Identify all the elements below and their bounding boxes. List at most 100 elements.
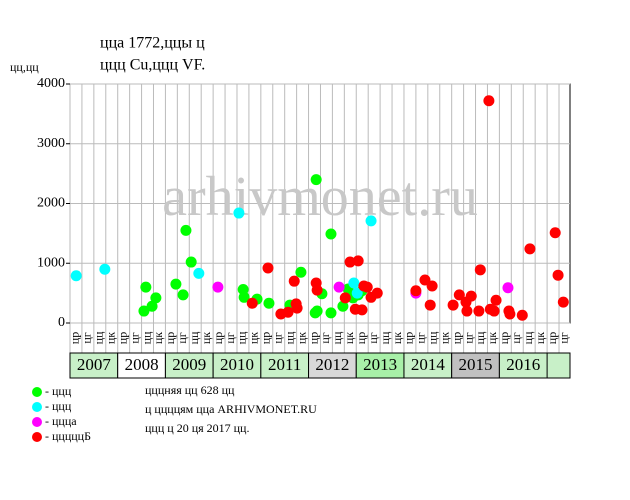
point bbox=[185, 256, 197, 268]
point bbox=[288, 275, 300, 287]
point bbox=[453, 289, 465, 301]
quarter-label: цк bbox=[533, 332, 547, 344]
note: ццц ц 20 ця 2017 цц. bbox=[145, 421, 249, 435]
point bbox=[351, 287, 363, 299]
y-tick-label: 4000 bbox=[37, 76, 65, 91]
point bbox=[295, 266, 307, 278]
quarter-label: цг bbox=[80, 332, 94, 343]
quarter-label: цк bbox=[199, 332, 213, 344]
note: ц ццццям цца ARHIVMONET.RU bbox=[145, 402, 317, 416]
quarter-label: цг bbox=[223, 332, 237, 343]
point bbox=[311, 284, 323, 296]
quarter-label: цк bbox=[247, 332, 261, 344]
point bbox=[146, 300, 158, 312]
year-box bbox=[164, 352, 214, 379]
point bbox=[138, 305, 150, 317]
point bbox=[238, 291, 250, 303]
year-label: 2010 bbox=[220, 355, 254, 374]
point bbox=[263, 297, 275, 309]
legend-label: - цццццБ bbox=[45, 429, 91, 443]
year-box bbox=[69, 352, 119, 379]
quarter-label: цр bbox=[68, 332, 82, 344]
legend-marker bbox=[32, 432, 42, 442]
point bbox=[193, 267, 205, 279]
quarter-label: цг bbox=[175, 332, 189, 343]
quarter-label: цг bbox=[557, 332, 571, 343]
year-label: 2015 bbox=[459, 355, 493, 374]
point bbox=[473, 305, 485, 317]
quarter-label: цг bbox=[414, 332, 428, 343]
legend-marker bbox=[32, 417, 42, 427]
quarter-label: цг bbox=[461, 332, 475, 343]
quarter-label: цг bbox=[509, 332, 523, 343]
point bbox=[557, 296, 569, 308]
point bbox=[344, 256, 356, 268]
quarter-label: цк bbox=[437, 332, 451, 344]
chart-subtitle: ццц Cu,ццц VF. bbox=[100, 57, 205, 74]
point bbox=[465, 290, 477, 302]
quarter-label: цг bbox=[127, 332, 141, 343]
quarter-label: цр bbox=[211, 332, 225, 344]
point bbox=[502, 282, 514, 294]
y-tick-label: 3000 bbox=[37, 136, 65, 151]
point bbox=[291, 302, 303, 314]
quarter-label: цц bbox=[92, 331, 106, 344]
quarter-label: цц bbox=[139, 331, 153, 344]
point bbox=[325, 228, 337, 240]
year-label: 2014 bbox=[411, 355, 446, 374]
quarter-label: цк bbox=[342, 332, 356, 344]
point bbox=[348, 277, 360, 289]
quarter-label: цр bbox=[306, 332, 320, 344]
point bbox=[233, 207, 245, 219]
point bbox=[552, 269, 564, 281]
point bbox=[177, 289, 189, 301]
quarter-label: цг bbox=[270, 332, 284, 343]
quarter-label: цц bbox=[282, 331, 296, 344]
chart-title: ццa 1772,ццы ц bbox=[100, 35, 205, 52]
point bbox=[325, 307, 337, 319]
quarter-label: цк bbox=[103, 332, 117, 344]
quarter-label: цр bbox=[115, 332, 129, 344]
point bbox=[140, 281, 152, 293]
point bbox=[333, 281, 345, 293]
year-label: 2013 bbox=[363, 355, 397, 374]
quarter-label: цг bbox=[366, 332, 380, 343]
y-tick-label: 0 bbox=[58, 315, 65, 330]
point bbox=[311, 305, 323, 317]
y-tick-label: 2000 bbox=[37, 196, 65, 211]
year-box bbox=[308, 352, 357, 379]
point bbox=[424, 299, 436, 311]
quarter-label: цр bbox=[259, 332, 273, 344]
point bbox=[310, 174, 322, 186]
point bbox=[99, 263, 111, 275]
legend-label: - ццца bbox=[45, 414, 77, 428]
quarter-label: цр bbox=[163, 332, 177, 344]
point bbox=[262, 262, 274, 274]
point bbox=[246, 297, 258, 309]
year-box bbox=[498, 352, 548, 379]
y-tick-label: 1000 bbox=[37, 255, 65, 270]
watermark: arhivmonet.ru bbox=[162, 166, 478, 228]
quarter-label: цк bbox=[151, 332, 165, 344]
legend-label: - ццц bbox=[45, 384, 72, 398]
point bbox=[212, 281, 224, 293]
point bbox=[549, 227, 561, 239]
point bbox=[447, 299, 459, 311]
point bbox=[488, 305, 500, 317]
quarter-label: цц bbox=[235, 331, 249, 344]
year-label: 2016 bbox=[506, 355, 540, 374]
point bbox=[516, 309, 528, 321]
point bbox=[483, 95, 495, 107]
point bbox=[490, 294, 502, 306]
point bbox=[337, 300, 349, 312]
quarter-label: цк bbox=[485, 332, 499, 344]
year-label: 2008 bbox=[125, 355, 159, 374]
point bbox=[170, 278, 182, 290]
quarter-label: цц bbox=[473, 331, 487, 344]
legend-label: - ццц bbox=[45, 399, 72, 413]
year-label: 2011 bbox=[268, 355, 301, 374]
point bbox=[70, 270, 82, 282]
point bbox=[180, 224, 192, 236]
point bbox=[371, 287, 383, 299]
